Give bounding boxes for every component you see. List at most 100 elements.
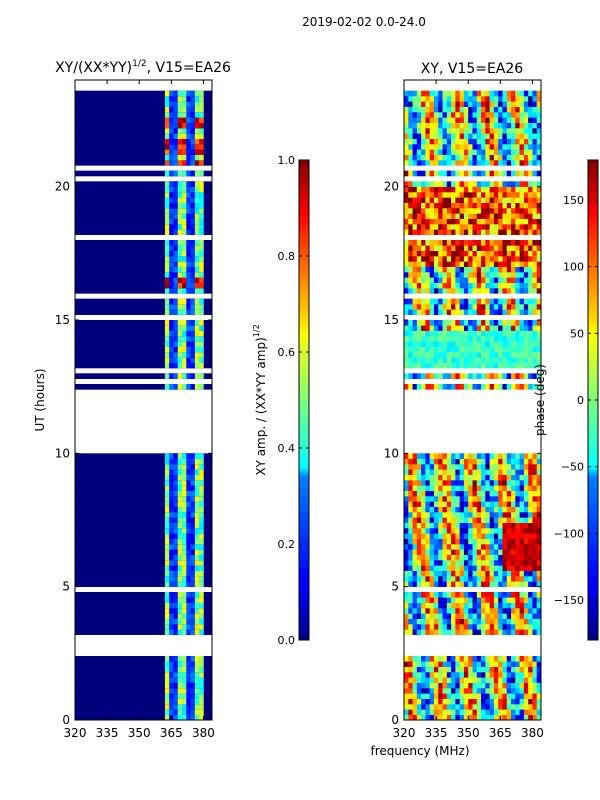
amplitude-cell — [190, 192, 196, 198]
phase-cell — [506, 106, 512, 113]
amplitude-cell — [177, 357, 183, 363]
phase-cell — [451, 533, 456, 539]
phase-cell — [481, 480, 486, 486]
phase-cell — [412, 122, 418, 129]
phase-cell — [502, 362, 508, 369]
phase-cell — [442, 560, 448, 566]
phase-cell — [468, 624, 473, 630]
phase-cell — [532, 693, 538, 699]
phase-cell — [472, 608, 478, 614]
phase-cell — [433, 698, 439, 705]
phase-cell — [489, 181, 495, 187]
phase-cell — [502, 469, 508, 475]
phase-cell — [532, 554, 538, 561]
phase-cell — [421, 192, 426, 198]
phase-cell — [425, 256, 430, 262]
amplitude-cell — [199, 250, 204, 257]
phase-cell — [476, 565, 482, 571]
phase-cell — [519, 384, 525, 390]
phase-cell — [536, 672, 542, 678]
amplitude-cell — [169, 218, 174, 225]
phase-cell — [459, 538, 465, 545]
phase-cell — [468, 128, 473, 134]
phase-cell — [442, 522, 448, 529]
phase-cell — [476, 144, 482, 150]
amplitude-cell — [194, 458, 200, 465]
phase-cell — [421, 469, 426, 475]
phase-cell — [451, 608, 456, 614]
amplitude-cell — [177, 101, 183, 107]
figure-suptitle: 2019-02-02 0.0-24.0 — [302, 15, 426, 29]
phase-cell — [498, 666, 503, 673]
amplitude-cell — [199, 688, 204, 694]
amplitude-cell — [194, 597, 200, 603]
phase-cell — [459, 117, 465, 123]
phase-cell — [485, 602, 490, 609]
phase-cell — [412, 458, 418, 465]
amplitude-cell — [199, 677, 204, 683]
phase-cell — [476, 218, 482, 225]
phase-cell — [472, 581, 478, 587]
phase-cell — [438, 533, 443, 539]
phase-cell — [404, 714, 409, 721]
amplitude-axes-frame — [74, 79, 213, 721]
amplitude-cell — [169, 341, 174, 347]
phase-cell — [489, 608, 495, 614]
phase-cell — [455, 458, 460, 465]
phase-cell — [446, 250, 452, 257]
phase-cell — [515, 517, 520, 523]
phase-cell — [425, 373, 430, 379]
phase-cell — [515, 560, 520, 566]
phase-cell — [498, 133, 503, 139]
phase-cell — [523, 106, 529, 113]
phase-cell — [446, 704, 452, 710]
amplitude-cell — [186, 149, 191, 155]
phase-cell — [498, 277, 503, 283]
phase-cell — [429, 181, 435, 187]
phase-cell — [528, 112, 533, 118]
amplitude-cell — [190, 208, 196, 214]
phase-cell — [408, 90, 413, 97]
amplitude-cell — [169, 261, 174, 267]
phase-cell — [515, 698, 520, 705]
phase-cell — [425, 245, 430, 251]
phase-cell — [536, 618, 542, 625]
phase-cell — [493, 613, 499, 619]
amplitude-cell — [186, 709, 191, 715]
phase-cell — [438, 256, 443, 262]
phase-cell — [404, 101, 409, 107]
amplitude-cell — [177, 272, 183, 278]
phase-cell — [493, 698, 499, 705]
phase-cell — [523, 181, 529, 187]
phase-cell — [532, 229, 538, 235]
phase-cell — [421, 309, 426, 315]
phase-cell — [455, 485, 460, 491]
phase-cell — [421, 96, 426, 102]
amplitude-cell — [194, 224, 200, 230]
amplitude-cell — [194, 602, 200, 609]
phase-cell — [463, 608, 469, 614]
amplitude-cell — [177, 549, 183, 555]
phase-cell — [455, 682, 460, 689]
phase-cell — [536, 357, 542, 363]
amplitude-ytick-label: 20 — [55, 180, 70, 194]
phase-cell — [404, 469, 409, 475]
amplitude-row — [75, 554, 212, 561]
phase-panel-title: XY, V15=EA26 — [421, 61, 523, 77]
phase-cell — [472, 186, 478, 193]
phase-cell — [528, 384, 533, 390]
phase-cell — [468, 170, 473, 177]
phase-cell — [485, 528, 490, 534]
amplitude-cell — [182, 528, 187, 534]
phase-cell — [472, 320, 478, 326]
phase-cell — [489, 474, 495, 481]
phase-cell — [421, 602, 426, 609]
phase-cell — [519, 160, 525, 166]
phase-cell — [404, 218, 409, 225]
amplitude-cell — [199, 709, 204, 715]
phase-cell — [442, 384, 448, 390]
phase-cell — [416, 112, 422, 118]
phase-cell — [463, 517, 469, 523]
amplitude-cell — [190, 522, 196, 529]
amplitude-cell — [190, 469, 196, 475]
